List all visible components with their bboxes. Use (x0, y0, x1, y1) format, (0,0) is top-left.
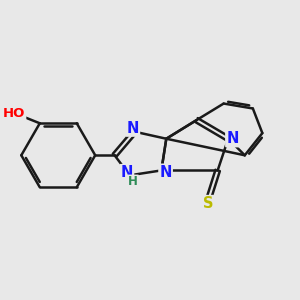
Text: N: N (121, 165, 133, 180)
Text: H: H (128, 175, 138, 188)
Text: N: N (226, 131, 238, 146)
Text: N: N (127, 121, 139, 136)
Text: HO: HO (3, 107, 25, 120)
Text: S: S (202, 196, 213, 211)
Text: N: N (159, 165, 172, 180)
